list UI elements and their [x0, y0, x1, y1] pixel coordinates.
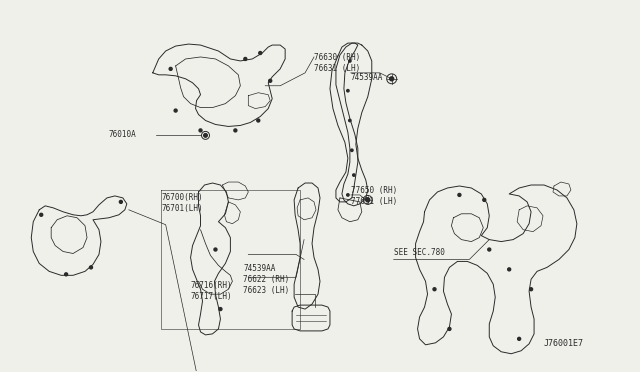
Text: 77650 (RH): 77650 (RH)	[351, 186, 397, 195]
Circle shape	[204, 134, 207, 137]
Text: 77651 (LH): 77651 (LH)	[351, 197, 397, 206]
Text: 76701(LH): 76701(LH)	[162, 204, 204, 213]
Circle shape	[120, 201, 122, 203]
Circle shape	[433, 288, 436, 291]
Text: 76630 (RH): 76630 (RH)	[314, 53, 360, 62]
Circle shape	[214, 248, 217, 251]
Circle shape	[353, 174, 355, 176]
Text: 76716(RH): 76716(RH)	[191, 281, 232, 290]
Circle shape	[90, 266, 93, 269]
Circle shape	[458, 193, 461, 196]
Circle shape	[257, 119, 260, 122]
Circle shape	[174, 109, 177, 112]
Circle shape	[259, 51, 262, 54]
Text: 76717(LH): 76717(LH)	[191, 292, 232, 301]
Circle shape	[518, 337, 520, 340]
Text: 74539AA: 74539AA	[351, 73, 383, 82]
Text: 76700(RH): 76700(RH)	[162, 193, 204, 202]
Text: 76631 (LH): 76631 (LH)	[314, 64, 360, 73]
Circle shape	[219, 308, 222, 311]
Circle shape	[169, 67, 172, 70]
Circle shape	[347, 90, 349, 92]
Text: 76622 (RH): 76622 (RH)	[243, 275, 289, 284]
Circle shape	[199, 129, 202, 132]
Circle shape	[366, 198, 370, 202]
Circle shape	[40, 213, 43, 216]
Circle shape	[529, 288, 532, 291]
Circle shape	[234, 129, 237, 132]
Text: 76623 (LH): 76623 (LH)	[243, 286, 289, 295]
Circle shape	[347, 194, 349, 196]
Circle shape	[508, 268, 511, 271]
Circle shape	[269, 79, 272, 82]
Text: SEE SEC.780: SEE SEC.780	[394, 247, 445, 257]
Circle shape	[448, 327, 451, 330]
Circle shape	[351, 149, 353, 151]
Circle shape	[349, 60, 351, 62]
Circle shape	[349, 119, 351, 122]
Circle shape	[65, 273, 68, 276]
Text: 76010A: 76010A	[109, 131, 137, 140]
Circle shape	[390, 77, 394, 81]
Circle shape	[483, 198, 486, 201]
Circle shape	[244, 57, 247, 60]
Text: 74539AA: 74539AA	[243, 264, 276, 273]
Text: J76001E7: J76001E7	[543, 339, 583, 348]
Circle shape	[488, 248, 491, 251]
